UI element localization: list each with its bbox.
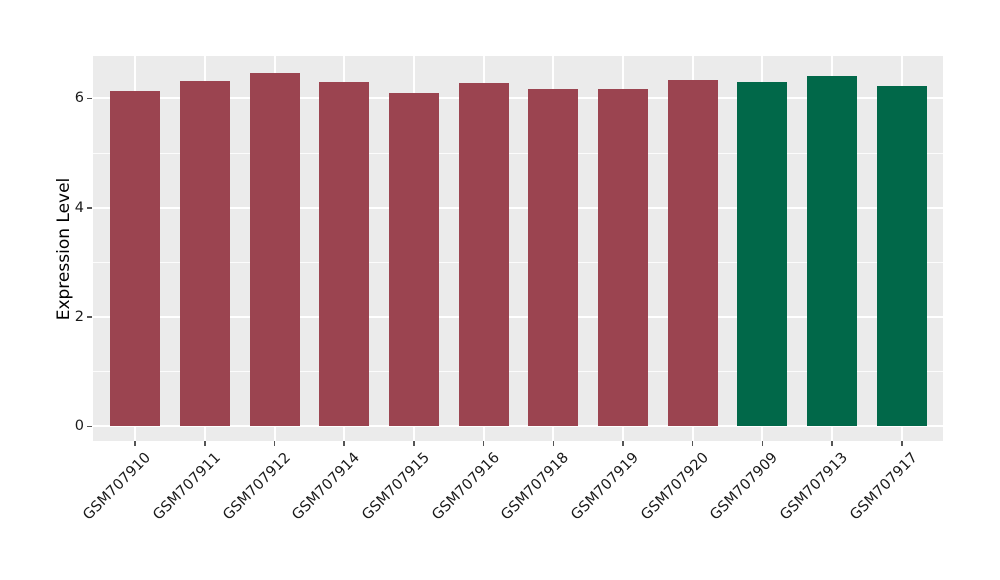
x-tick-mark (482, 441, 485, 446)
x-tick-mark (134, 441, 136, 446)
y-axis-title: Expression Level (54, 177, 74, 321)
y-tick-mark (87, 207, 92, 209)
bar-GSM707918 (528, 89, 579, 426)
x-tick-mark (204, 441, 206, 446)
bar-GSM707915 (388, 92, 439, 426)
major-gridline (93, 97, 943, 100)
x-tick-mark (273, 441, 276, 446)
major-gridline (93, 315, 943, 318)
bar-GSM707913 (807, 76, 858, 426)
y-tick-label-6: 6 (74, 90, 84, 107)
x-tick-mark (691, 441, 694, 446)
y-tick-mark (87, 316, 92, 318)
bar-GSM707910 (110, 90, 161, 426)
bar-GSM707917 (876, 85, 927, 426)
y-tick-label-4: 4 (74, 199, 84, 216)
major-gridline (93, 206, 943, 209)
minor-gridline (93, 153, 943, 154)
y-tick-mark (87, 97, 92, 100)
x-tick-mark (761, 441, 764, 446)
bar-GSM707911 (179, 80, 230, 426)
minor-gridline (93, 262, 943, 264)
y-tick-label-0: 0 (74, 418, 84, 434)
bar-GSM707909 (737, 82, 788, 426)
x-tick-mark (901, 441, 903, 446)
x-tick-mark (622, 441, 624, 446)
bar-GSM707919 (598, 89, 648, 426)
y-tick-label-2: 2 (74, 308, 84, 325)
y-tick-mark (87, 425, 92, 427)
x-tick-mark (343, 441, 345, 446)
bar-GSM707916 (458, 83, 509, 426)
x-tick-mark (831, 441, 833, 446)
bar-GSM707920 (667, 79, 718, 426)
bar-GSM707912 (249, 73, 300, 426)
x-tick-label-GSM707910: GSM707910 (80, 449, 155, 524)
bar-GSM707914 (319, 82, 370, 426)
minor-gridline (93, 371, 943, 373)
x-tick-mark (552, 441, 555, 446)
plot-panel (93, 56, 943, 441)
major-gridline (93, 425, 943, 427)
x-tick-mark (413, 441, 415, 446)
